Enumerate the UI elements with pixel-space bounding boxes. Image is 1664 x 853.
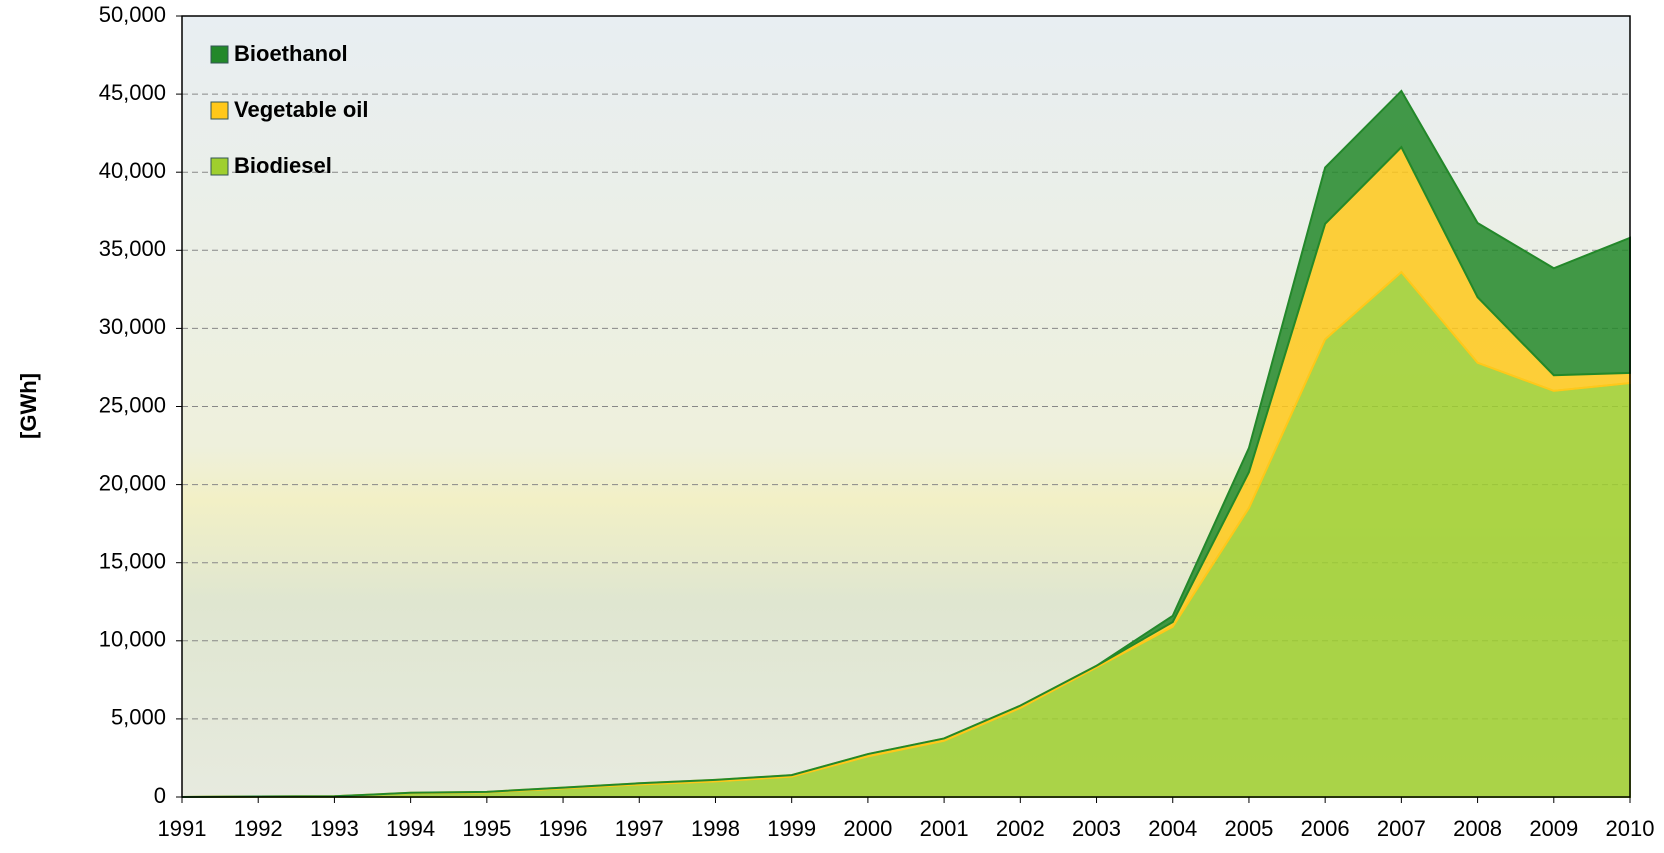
x-tick-label: 2003 [1072,816,1121,841]
x-tick-label: 1997 [615,816,664,841]
y-tick-label: 40,000 [99,158,166,183]
legend-label: Biodiesel [234,153,332,178]
x-tick-label: 1993 [310,816,359,841]
legend-swatch [211,158,228,175]
legend-label: Vegetable oil [234,97,369,122]
x-tick-label: 1998 [691,816,740,841]
x-tick-label: 2007 [1377,816,1426,841]
y-tick-label: 5,000 [111,705,166,730]
x-tick-label: 1994 [386,816,435,841]
x-tick-label: 2010 [1606,816,1655,841]
legend-swatch [211,102,228,119]
x-tick-label: 1995 [462,816,511,841]
x-tick-label: 2009 [1529,816,1578,841]
x-tick-label: 2006 [1301,816,1350,841]
x-tick-label: 2001 [920,816,969,841]
y-tick-label: 25,000 [99,392,166,417]
x-tick-label: 2004 [1148,816,1197,841]
y-tick-label: 30,000 [99,314,166,339]
y-tick-label: 20,000 [99,470,166,495]
y-tick-label: 0 [154,783,166,808]
x-tick-label: 1996 [539,816,588,841]
x-tick-label: 2005 [1224,816,1273,841]
x-tick-label: 2008 [1453,816,1502,841]
y-tick-label: 45,000 [99,80,166,105]
y-axis-title: [GWh] [16,373,41,439]
x-tick-label: 1992 [234,816,283,841]
x-tick-label: 1991 [158,816,207,841]
y-tick-label: 15,000 [99,549,166,574]
legend-label: Bioethanol [234,41,348,66]
x-tick-label: 2000 [843,816,892,841]
x-tick-label: 2002 [996,816,1045,841]
y-tick-label: 50,000 [99,2,166,27]
y-tick-label: 10,000 [99,627,166,652]
chart: [GWh] 0 5,000 10,000 15,000 20,000 25,000 30,0… [0,0,1664,853]
legend-swatch [211,46,228,63]
x-tick-label: 1999 [767,816,816,841]
y-tick-label: 35,000 [99,236,166,261]
